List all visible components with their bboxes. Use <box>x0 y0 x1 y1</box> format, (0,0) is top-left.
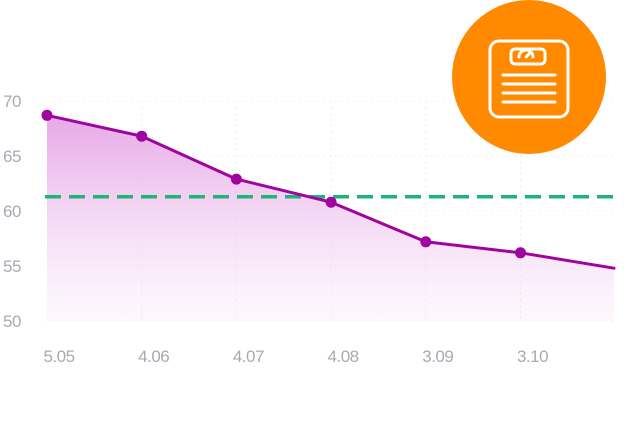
y-axis-ticks: 70 65 60 55 50 <box>3 92 21 331</box>
data-point <box>41 109 53 121</box>
y-tick-label: 70 <box>3 92 21 111</box>
series-area <box>47 115 614 321</box>
y-tick-label: 60 <box>3 202 21 221</box>
data-point <box>325 196 337 208</box>
y-tick-label: 55 <box>3 257 21 276</box>
data-point <box>230 173 242 185</box>
badge-circle <box>452 0 606 154</box>
bathroom-scale-icon <box>488 39 570 119</box>
x-tick-label: 4.08 <box>328 347 359 366</box>
series-markers <box>41 109 526 259</box>
y-tick-label: 50 <box>3 312 21 331</box>
x-axis-ticks: 5.05 4.06 4.07 4.08 3.09 3.10 <box>43 347 548 366</box>
y-tick-label: 65 <box>3 147 21 166</box>
scale-badge <box>452 0 606 154</box>
data-point <box>420 236 432 248</box>
x-tick-label: 4.06 <box>138 347 169 366</box>
data-point <box>136 130 148 142</box>
x-tick-label: 3.09 <box>422 347 453 366</box>
x-tick-label: 3.10 <box>517 347 548 366</box>
x-tick-label: 4.07 <box>233 347 264 366</box>
data-point <box>515 247 526 259</box>
x-tick-label: 5.05 <box>43 347 74 366</box>
